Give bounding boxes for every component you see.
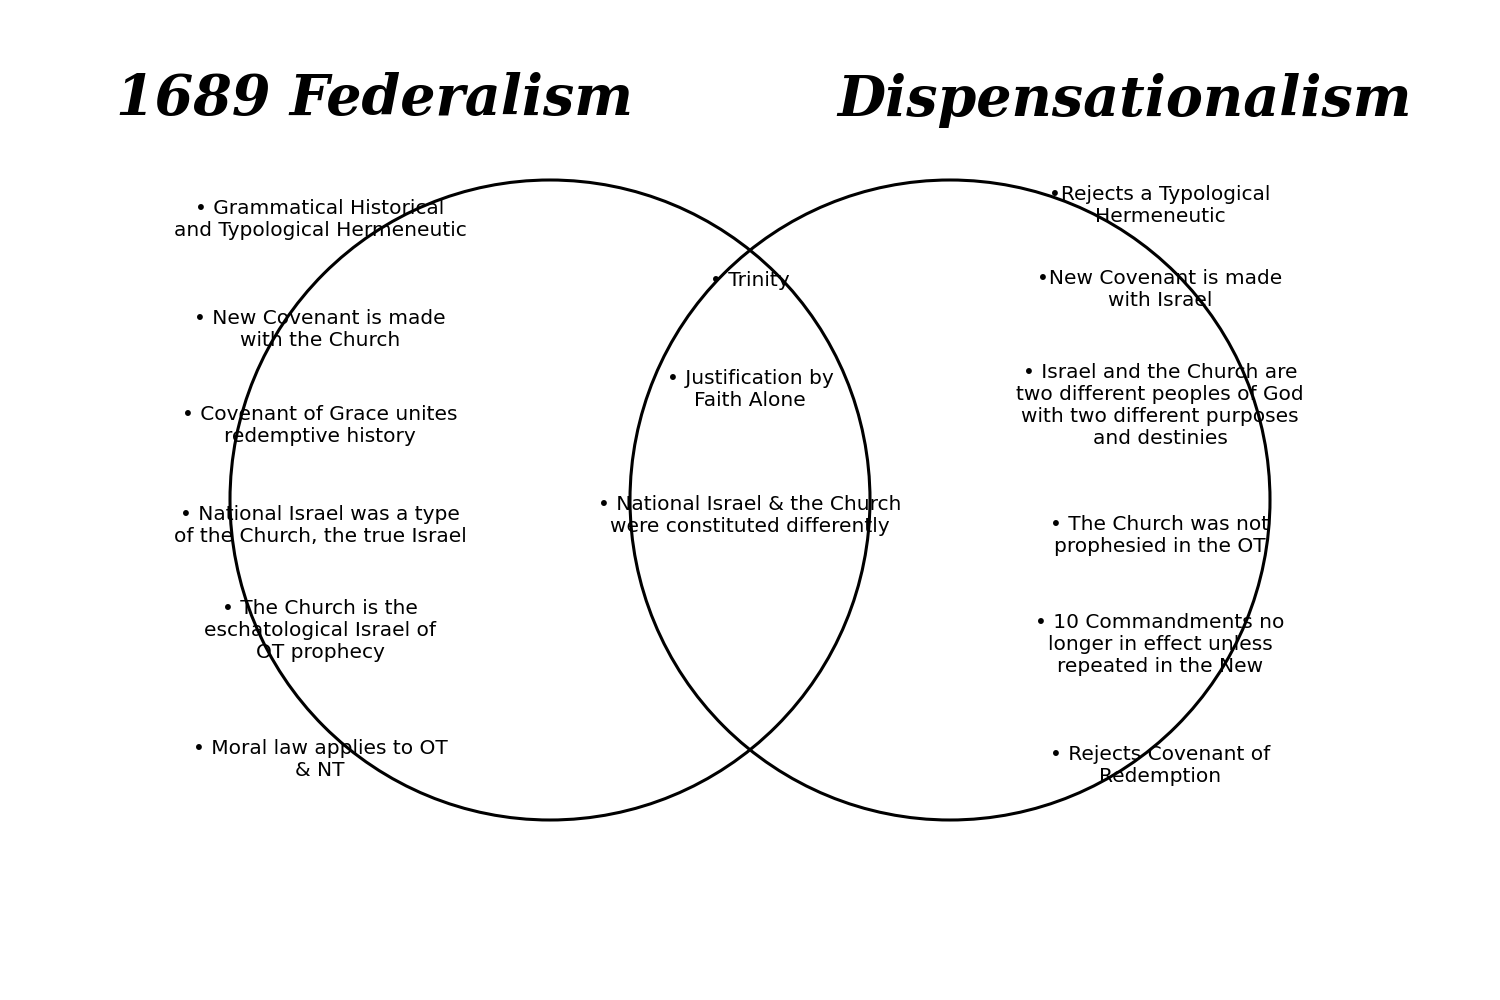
- Text: • National Israel & the Church
were constituted differently: • National Israel & the Church were cons…: [598, 495, 902, 536]
- Text: • Trinity: • Trinity: [710, 270, 791, 290]
- Text: • The Church was not
prophesied in the OT: • The Church was not prophesied in the O…: [1050, 514, 1269, 555]
- Text: • Covenant of Grace unites
redemptive history: • Covenant of Grace unites redemptive hi…: [183, 404, 458, 446]
- Text: • New Covenant is made
with the Church: • New Covenant is made with the Church: [194, 310, 446, 351]
- Text: 1689 Federalism: 1689 Federalism: [117, 73, 633, 127]
- Text: Dispensationalism: Dispensationalism: [837, 73, 1413, 127]
- Text: • Justification by
Faith Alone: • Justification by Faith Alone: [666, 369, 834, 410]
- Text: • The Church is the
eschatological Israel of
OT prophecy: • The Church is the eschatological Israe…: [204, 598, 436, 662]
- Text: • Moral law applies to OT
& NT: • Moral law applies to OT & NT: [192, 740, 447, 780]
- Text: • 10 Commandments no
longer in effect unless
repeated in the New: • 10 Commandments no longer in effect un…: [1035, 613, 1284, 676]
- Text: • Rejects Covenant of
Redemption: • Rejects Covenant of Redemption: [1050, 744, 1270, 786]
- Text: • Grammatical Historical
and Typological Hermeneutic: • Grammatical Historical and Typological…: [174, 200, 466, 240]
- Text: •New Covenant is made
with Israel: •New Covenant is made with Israel: [1038, 269, 1282, 310]
- Text: • Israel and the Church are
two different peoples of God
with two different purp: • Israel and the Church are two differen…: [1016, 362, 1304, 448]
- Text: •Rejects a Typological
Hermeneutic: •Rejects a Typological Hermeneutic: [1050, 184, 1270, 226]
- Text: • National Israel was a type
of the Church, the true Israel: • National Israel was a type of the Chur…: [174, 504, 466, 546]
